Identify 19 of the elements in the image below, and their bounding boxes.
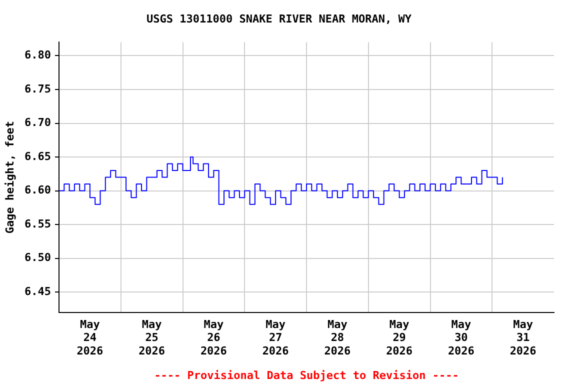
y-tick-label: 6.65 (24, 150, 51, 163)
y-tick-label: 6.80 (24, 48, 51, 62)
y-tick-label: 6.70 (24, 116, 51, 130)
x-tick-label: May 25 2026 (138, 318, 166, 358)
x-tick-label: May 28 2026 (324, 318, 352, 358)
y-tick-label: 6.50 (24, 251, 51, 264)
x-tick-label: May 26 2026 (200, 318, 228, 358)
text: ---- Provisional Data Subject to Revision ---- (154, 369, 459, 382)
y-tick-label: 6.75 (24, 82, 51, 96)
y-tick-label: 6.60 (24, 184, 51, 197)
y-tick-label: 6.55 (24, 217, 51, 230)
y-axis-title: Gage height, feet (3, 121, 16, 234)
chart-title: USGS 13011000 SNAKE RIVER NEAR MORAN, WY (146, 12, 412, 26)
x-tick-label: May 24 2026 (76, 318, 104, 358)
x-tick-label: May 29 2026 (386, 318, 413, 358)
x-tick-label: May 27 2026 (262, 318, 290, 358)
y-tick-label: 6.45 (24, 284, 51, 298)
x-tick-label: May 30 2026 (448, 318, 475, 358)
x-tick-label: May 31 2026 (510, 318, 537, 358)
